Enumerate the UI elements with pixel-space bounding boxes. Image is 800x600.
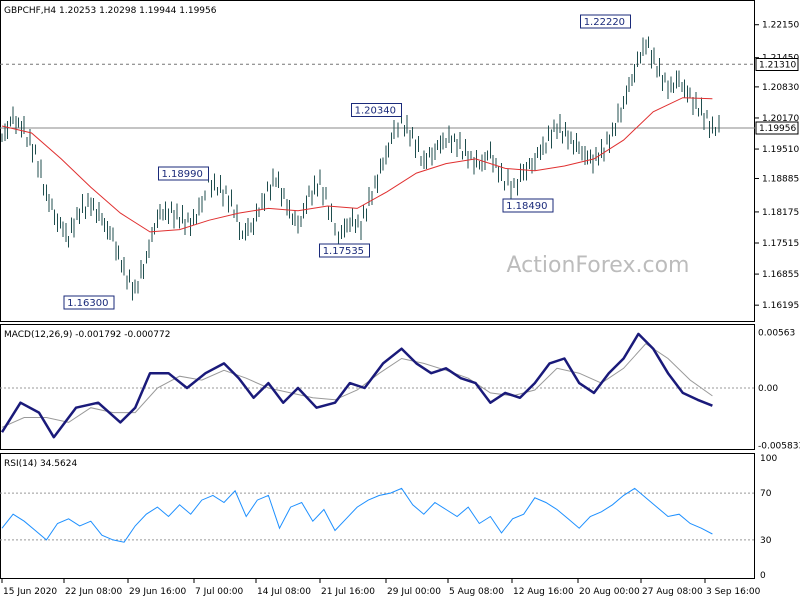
price-tick-label: 1.18175 — [762, 208, 799, 218]
x-tick-label: 14 Jul 08:00 — [257, 587, 311, 597]
price-callout-box — [351, 102, 403, 117]
rsi-panel — [0, 453, 755, 579]
x-tick-label: 5 Aug 08:00 — [449, 587, 504, 597]
price-tick-label: 1.19510 — [762, 145, 799, 155]
rsi-line — [1, 487, 713, 543]
price-tick-label: 1.17515 — [762, 239, 799, 249]
price-callout-box — [319, 243, 371, 258]
price-level-tag-label: 1.21310 — [759, 60, 796, 70]
macd-tick-label: 0.00563 — [758, 329, 795, 339]
price-tick-label: 1.20170 — [762, 114, 799, 124]
macd-tick-label: 0.00 — [758, 384, 778, 394]
price-callout-label: 1.17535 — [323, 246, 364, 257]
price-callout-label: 1.18990 — [161, 169, 202, 180]
macd-tick-label: -0.005833 — [758, 441, 800, 451]
x-tick-label: 7 Jul 00:00 — [195, 587, 244, 597]
rsi-tick-label: 70 — [760, 489, 772, 499]
macd-panel-title: MACD(12,26,9) -0.001792 -0.000772 — [4, 330, 170, 340]
price-callout-box — [63, 295, 115, 310]
x-tick-label: 21 Jul 16:00 — [321, 587, 375, 597]
macd-signal-line — [1, 343, 713, 428]
price-panel-title: GBPCHF,H4 1.20253 1.20298 1.19944 1.1995… — [4, 6, 217, 16]
x-tick-label: 22 Jun 08:00 — [65, 587, 122, 597]
watermark: ActionForex.com — [507, 253, 690, 278]
rsi-tick-label: 0 — [760, 571, 766, 581]
rsi-panel-title: RSI(14) 34.5624 — [4, 459, 77, 469]
price-callout-label: 1.22220 — [584, 17, 625, 28]
x-tick-label: 20 Aug 00:00 — [579, 587, 640, 597]
x-tick-label: 29 Jun 16:00 — [129, 587, 186, 597]
macd-main-line — [0, 332, 713, 439]
price-callout-box — [157, 166, 209, 181]
price-tick-label: 1.16855 — [762, 270, 799, 280]
rsi-tick-label: 100 — [760, 454, 777, 464]
price-callout-label: 1.16300 — [67, 298, 108, 309]
x-tick-label: 29 Jul 00:00 — [387, 587, 441, 597]
price-level-tag-label: 1.19956 — [759, 124, 796, 134]
price-level-tag — [755, 57, 799, 71]
x-tick-label: 27 Aug 08:00 — [642, 587, 703, 597]
rsi-tick-label: 30 — [760, 536, 772, 546]
price-callout-label: 1.18490 — [506, 201, 547, 212]
price-callout-box — [502, 198, 554, 213]
price-callout-box — [580, 14, 632, 29]
x-tick-label: 3 Sep 16:00 — [706, 587, 761, 597]
price-tick-label: 1.20830 — [762, 83, 799, 93]
x-tick-label: 12 Aug 16:00 — [513, 587, 574, 597]
price-level-tag — [755, 121, 799, 135]
price-callout-label: 1.20340 — [355, 105, 396, 116]
price-tick-label: 1.16195 — [762, 301, 799, 311]
price-tick-label: 1.18885 — [762, 174, 799, 184]
moving-average-line — [1, 97, 713, 233]
price-tick-label: 1.22150 — [762, 21, 799, 31]
macd-panel — [0, 324, 755, 450]
x-tick-label: 15 Jun 2020 — [3, 587, 57, 597]
price-panel — [0, 0, 755, 322]
